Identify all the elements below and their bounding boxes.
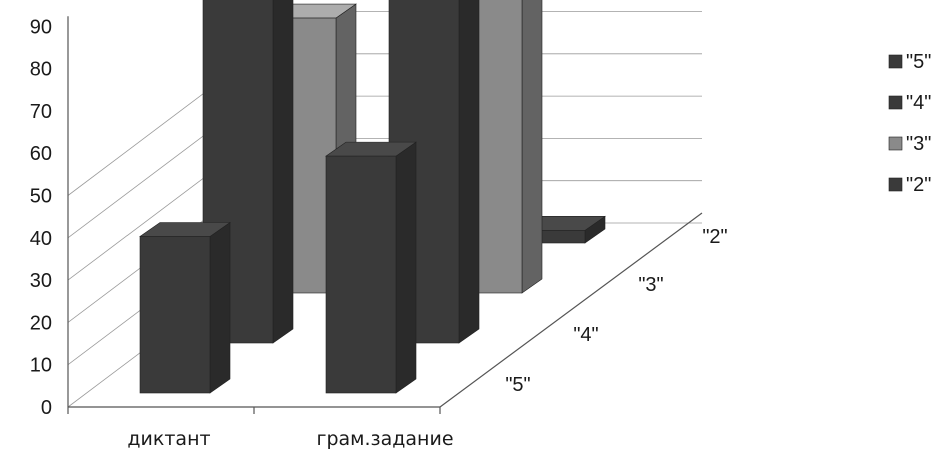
legend-label: "2" (906, 174, 931, 196)
bars (139, 0, 606, 394)
y-tick-label: 50 (30, 186, 52, 208)
legend-swatch (888, 54, 903, 69)
y-tick-label: 0 (41, 397, 52, 419)
bar-front (325, 155, 397, 394)
legend-item: "3" (888, 133, 931, 155)
legend-item: "4" (888, 92, 931, 114)
bar-side (272, 0, 294, 344)
y-tick-labels: 0 10 20 30 40 50 60 70 80 90 (30, 16, 52, 419)
depth-label: "3" (638, 274, 663, 296)
y-tick-label: 20 (30, 312, 52, 334)
depth-label: "2" (702, 226, 727, 248)
bar-front (139, 236, 211, 394)
depth-label: "5" (505, 374, 530, 396)
legend-item: "5" (888, 51, 931, 73)
bar-0-0 (139, 221, 231, 394)
category-label: диктант (127, 428, 210, 450)
category-label: грам.задание (316, 428, 453, 450)
legend-label: "5" (906, 51, 931, 73)
legend-item: "2" (888, 174, 931, 196)
category-labels: диктант грам.задание (127, 428, 453, 450)
depth-label: "4" (573, 324, 598, 346)
y-tick-label: 10 (30, 355, 52, 377)
y-tick-label: 70 (30, 101, 52, 123)
bar-0-1 (325, 141, 417, 394)
legend-swatch (888, 136, 903, 151)
axes (67, 16, 703, 414)
bar-side (395, 141, 417, 394)
depth-axis (439, 212, 703, 408)
legend-label: "3" (906, 133, 931, 155)
y-tick-label: 60 (30, 143, 52, 165)
y-tick-label: 80 (30, 59, 52, 81)
legend-swatch (888, 177, 903, 192)
bar-side (458, 0, 480, 344)
legend-swatch (888, 95, 903, 110)
y-tick-label: 90 (30, 16, 52, 38)
y-tick-label: 40 (30, 228, 52, 250)
legend-label: "4" (906, 92, 931, 114)
bar-side (521, 0, 543, 294)
legend: "5" "4" "3" "2" (888, 51, 931, 196)
y-tick-label: 30 (30, 270, 52, 292)
bar-side (209, 221, 231, 394)
depth-labels: "5" "4" "3" "2" (505, 226, 727, 396)
